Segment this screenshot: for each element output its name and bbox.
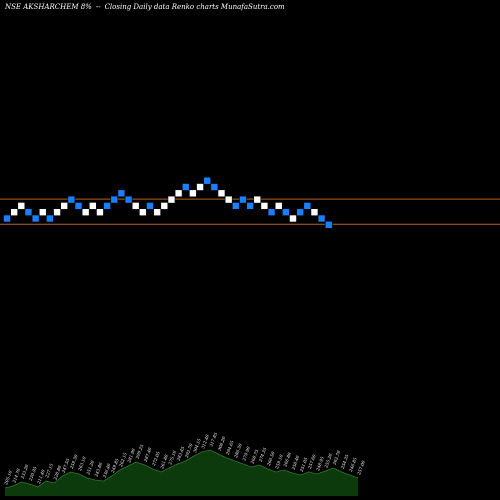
volume-label: 257.60 [307,454,317,471]
up-brick [160,202,169,210]
chart-header: NSE AKSHARCHEM 8% -- Closing Daily data Re… [5,3,289,11]
volume-label: 262.15 [118,452,128,469]
up-brick [196,183,204,191]
volume-label: 266.50 [266,451,276,468]
volume-label: 275.10 [167,450,177,467]
volume-label: 247.55 [60,458,70,475]
volume-label: 211.40 [36,469,46,486]
down-brick [103,202,111,210]
volume-label: 272.05 [151,451,161,468]
down-brick [46,214,54,223]
up-brick [253,195,262,204]
up-brick [131,202,140,210]
down-brick [146,202,154,210]
symbol-label: NSE AKSHARCHEM 8% [5,3,92,11]
volume-label: 248.95 [315,456,325,473]
volume-label: 259.30 [69,454,79,471]
up-brick [260,202,269,210]
volume-label: 287.40 [142,447,152,464]
volume-label: 214.70 [11,468,21,485]
up-brick [53,208,61,216]
volume-label: 268.75 [249,449,259,466]
down-brick [232,202,240,210]
down-brick [181,183,190,191]
down-brick [203,176,211,185]
up-brick [224,195,233,204]
down-brick [246,202,254,210]
down-brick [124,195,133,204]
down-brick [3,214,11,223]
down-brick [117,189,126,198]
down-brick [110,195,119,204]
down-brick [303,202,312,210]
volume-label: 279.90 [241,446,251,463]
up-brick [289,214,297,223]
down-brick [267,208,276,216]
volume-label: 259.10 [274,454,284,471]
up-brick [81,208,90,216]
volume-label: 312.40 [200,434,210,450]
volume-label: 263.10 [77,456,87,473]
volume-label: 262.70 [331,450,341,467]
up-brick [310,208,319,216]
volume-label: 304.15 [192,438,202,454]
volume-label: 261.80 [159,454,169,471]
up-brick [167,195,176,204]
caption-label: Closing Daily data Renko charts MunafaSu… [104,3,285,11]
volume-label: 317.85 [208,432,218,448]
volume-label: 220.95 [28,466,38,483]
up-brick [189,189,197,198]
volume-line [4,449,359,489]
up-brick [17,202,26,210]
volume-label: 205.10 [3,470,13,487]
down-brick [31,214,40,223]
up-brick [10,208,18,216]
volume-label: 236.40 [101,463,111,480]
volume-label: 281.90 [126,448,136,465]
up-brick [96,208,104,216]
down-brick [317,214,326,223]
up-brick [89,202,97,210]
volume-label: 292.70 [184,443,194,460]
dash-label: -- [95,3,101,11]
down-brick [239,195,247,204]
volume-label: 254.35 [339,454,349,471]
up-brick [38,208,47,216]
volume-label: 294.65 [225,440,235,457]
volume-label: 233.20 [19,464,29,481]
volume-label: 299.25 [134,444,144,461]
volume-label: 257.00 [356,460,366,477]
up-brick [274,202,283,210]
volume-label: 246.85 [348,457,358,474]
volume-label: 251.05 [298,457,308,474]
up-brick [174,189,183,198]
down-brick [282,208,290,216]
volume-label: 286.30 [233,443,243,460]
volume-area [5,450,358,496]
volume-label: 308.20 [217,436,227,452]
volume-label: 258.40 [290,455,300,472]
up-brick [153,208,161,216]
down-brick [74,202,83,210]
volume-label: 255.20 [323,453,333,470]
volume-label: 283.45 [175,446,185,463]
volume-label: 251.20 [85,460,95,477]
volume-label: 227.15 [44,463,54,480]
down-brick [210,183,219,191]
up-brick [139,208,147,216]
volume-label: 274.35 [257,447,267,464]
down-brick [296,208,304,216]
volume-label: 249.85 [110,458,120,475]
down-brick [24,208,33,216]
volume-label: 266.80 [282,452,292,469]
down-brick [67,195,76,204]
down-brick [324,221,333,229]
up-brick [217,189,226,198]
volume-label: 243.80 [93,462,103,479]
volume-label: 220.80 [52,465,62,482]
up-brick [60,202,69,210]
